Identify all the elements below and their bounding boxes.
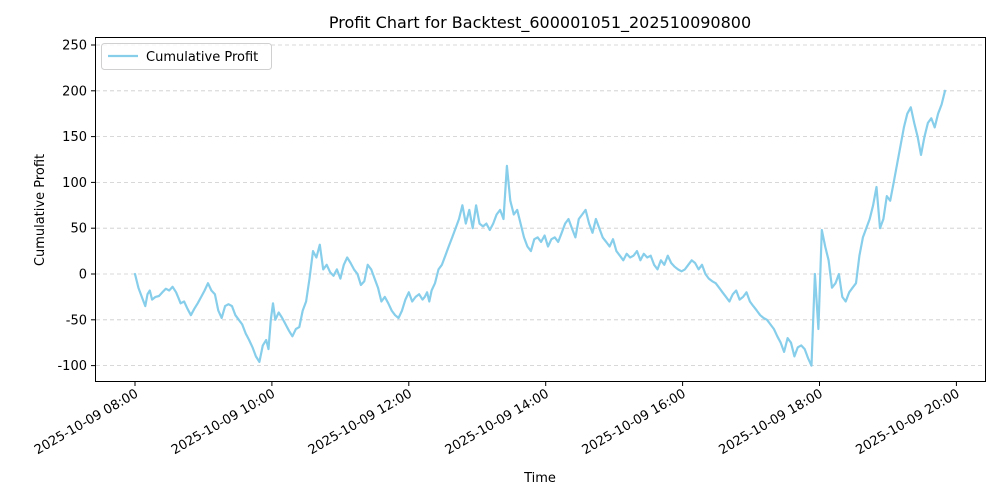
svg-text:50: 50 (70, 222, 87, 237)
legend-box (101, 43, 272, 70)
svg-text:200: 200 (62, 84, 87, 99)
legend: Cumulative Profit (101, 43, 272, 70)
chart-title: Profit Chart for Backtest_600001051_2025… (329, 13, 751, 33)
legend-label: Cumulative Profit (146, 50, 258, 65)
y-axis-label: Cumulative Profit (33, 154, 48, 266)
x-axis-label: Time (523, 471, 556, 486)
cumulative-profit-line (133, 89, 947, 367)
grid-lines (96, 44, 985, 367)
svg-text:150: 150 (62, 130, 87, 145)
y-axis-ticks: -100 -50 0 50 100 150 200 250 (57, 39, 95, 374)
svg-text:0: 0 (79, 268, 87, 283)
svg-text:-100: -100 (57, 359, 87, 374)
svg-text:250: 250 (62, 39, 87, 54)
svg-text:-50: -50 (66, 313, 87, 328)
svg-text:100: 100 (62, 176, 87, 191)
axes-frame (95, 37, 986, 382)
